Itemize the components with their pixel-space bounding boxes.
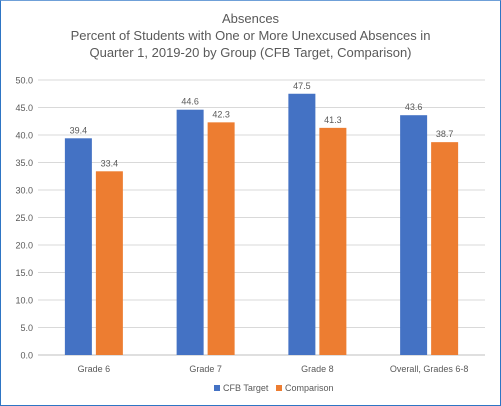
y-tick-label: 50.0 (15, 76, 33, 86)
legend-label: CFB Target (223, 383, 269, 393)
legend-label: Comparison (285, 383, 334, 393)
y-tick-label: 40.0 (15, 131, 33, 141)
y-tick-label: 5.0 (20, 323, 33, 333)
bar-cfb-target (64, 138, 92, 355)
bar-cfb-target (288, 93, 316, 355)
data-label: 47.5 (293, 81, 311, 91)
data-label: 41.3 (324, 115, 342, 125)
bar-comparison (431, 142, 459, 355)
y-tick-label: 35.0 (15, 158, 33, 168)
y-tick-label: 25.0 (15, 213, 33, 223)
data-label: 39.4 (70, 125, 88, 135)
y-tick-label: 0.0 (20, 351, 33, 361)
x-tick-label: Overall, Grades 6-8 (390, 364, 469, 374)
data-label: 44.6 (181, 97, 199, 107)
bar-comparison (207, 122, 235, 355)
bar-comparison (319, 127, 347, 355)
x-tick-label: Grade 8 (301, 364, 334, 374)
y-tick-label: 45.0 (15, 103, 33, 113)
chart-title-line-3: Quarter 1, 2019-20 by Group (CFB Target,… (89, 45, 412, 60)
data-label: 38.7 (436, 129, 454, 139)
chart-title-line-2: Percent of Students with One or More Une… (70, 28, 431, 43)
y-tick-label: 20.0 (15, 241, 33, 251)
y-tick-label: 15.0 (15, 268, 33, 278)
bar-cfb-target (176, 109, 204, 355)
y-tick-label: 10.0 (15, 296, 33, 306)
x-tick-label: Grade 7 (189, 364, 222, 374)
legend-swatch (276, 385, 282, 391)
data-label: 33.4 (101, 158, 119, 168)
data-label: 42.3 (212, 109, 230, 119)
chart-title-line-1: Absences (221, 11, 280, 26)
bar-cfb-target (400, 115, 428, 355)
data-label: 43.6 (405, 102, 423, 112)
bar-comparison (95, 171, 123, 355)
y-tick-label: 30.0 (15, 186, 33, 196)
legend-swatch (214, 385, 220, 391)
x-tick-label: Grade 6 (78, 364, 111, 374)
